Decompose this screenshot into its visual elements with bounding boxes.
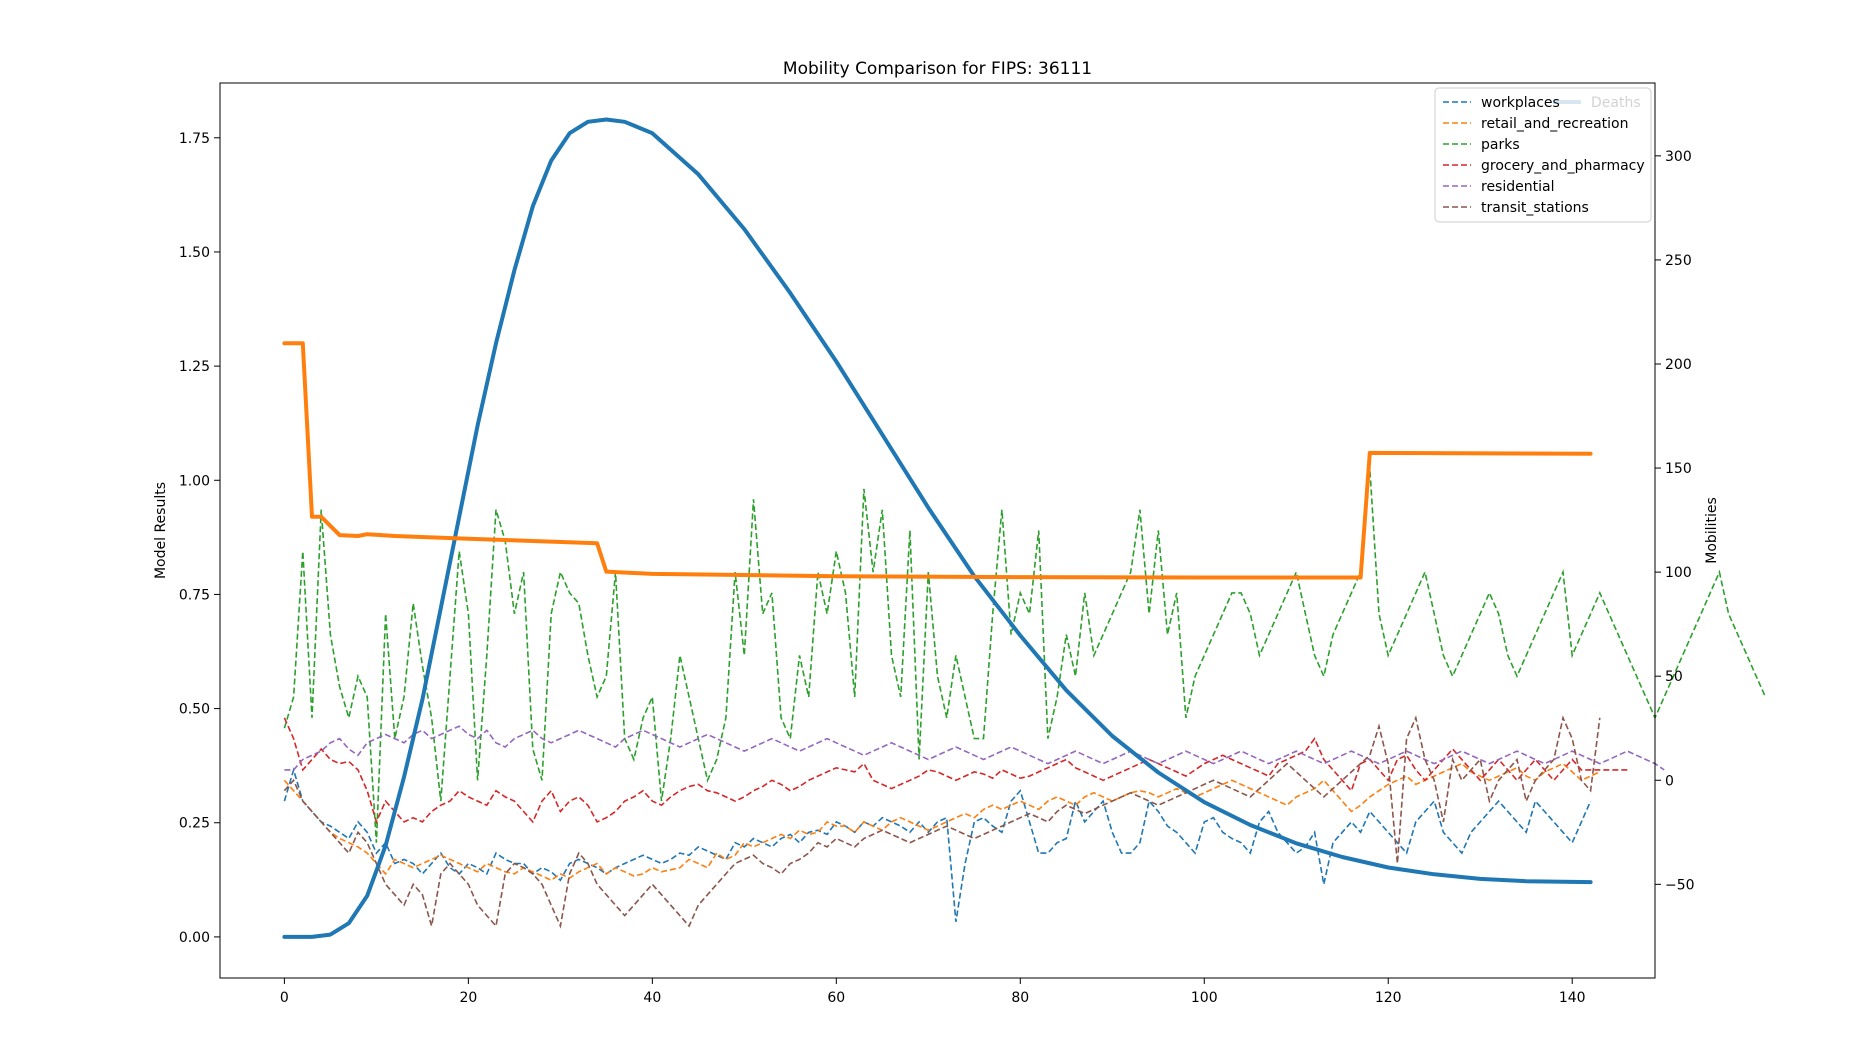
series-line-deaths — [282, 117, 1593, 939]
x-tick-label: 0 — [280, 990, 289, 1006]
y-left-tick-label: 0.75 — [179, 587, 210, 603]
y-right-tick-label: −50 — [1665, 877, 1695, 893]
y-right-tick-label: 100 — [1665, 565, 1692, 581]
series-line-grocery-and-pharmacy — [283, 717, 1628, 825]
y-right-tick-label: 50 — [1665, 669, 1683, 685]
series-line-model-orange — [282, 341, 1593, 580]
y-right-tick-label: 300 — [1665, 149, 1692, 165]
y-right-tick-label: 200 — [1665, 357, 1692, 373]
legend-label-retail-and-recreation: retail_and_recreation — [1481, 116, 1628, 132]
y-right-tick-label: 250 — [1665, 253, 1692, 269]
series-line-transit-stations — [283, 715, 1601, 929]
y-axis-label-left: Model Results — [153, 482, 169, 579]
x-tick-label: 120 — [1375, 990, 1402, 1006]
axes-layer: 0 20 40 60 80 100 120 140 0.00 0.25 0.50 0.75 1.00 1.… — [179, 131, 1695, 1006]
x-tick-label: 80 — [1011, 990, 1029, 1006]
plot-frame — [219, 82, 1656, 979]
y-left-tick-label: 0.50 — [179, 702, 210, 718]
legend-box — [1434, 87, 1652, 223]
x-tick-label: 60 — [827, 990, 845, 1006]
legend-label-grocery-and-pharmacy: grocery_and_pharmacy — [1481, 158, 1645, 174]
series-line-retail-and-recreation — [283, 762, 1601, 882]
x-tick-label: 20 — [459, 990, 477, 1006]
chart-title: Mobility Comparison for FIPS: 36111 — [783, 59, 1092, 79]
y-left-tick-label: 1.25 — [179, 359, 210, 375]
x-tick-label: 100 — [1191, 990, 1218, 1006]
y-right-tick-label: 0 — [1665, 773, 1674, 789]
y-right-tick-label: 150 — [1665, 461, 1692, 477]
series-layer — [282, 117, 1767, 939]
series-line-parks — [283, 468, 1767, 843]
legend-label-deaths: Deaths — [1591, 95, 1641, 111]
legend-label-parks: parks — [1481, 137, 1520, 153]
y-left-tick-label: 1.00 — [179, 473, 210, 489]
legend-label-workplaces: workplaces — [1481, 95, 1560, 111]
y-axis-label-right: Mobilities — [1704, 497, 1720, 564]
y-left-tick-label: 1.50 — [179, 245, 210, 261]
y-left-tick-label: 1.75 — [179, 131, 210, 147]
series-line-residential — [284, 725, 1665, 771]
series-line-workplaces — [283, 767, 1592, 922]
x-tick-label: 40 — [643, 990, 661, 1006]
legend-label-transit-stations: transit_stations — [1481, 200, 1589, 216]
x-tick-label: 140 — [1559, 990, 1586, 1006]
y-left-tick-label: 0.25 — [179, 816, 210, 832]
legend-label-residential: residential — [1481, 179, 1554, 195]
y-left-tick-label: 0.00 — [179, 930, 210, 946]
